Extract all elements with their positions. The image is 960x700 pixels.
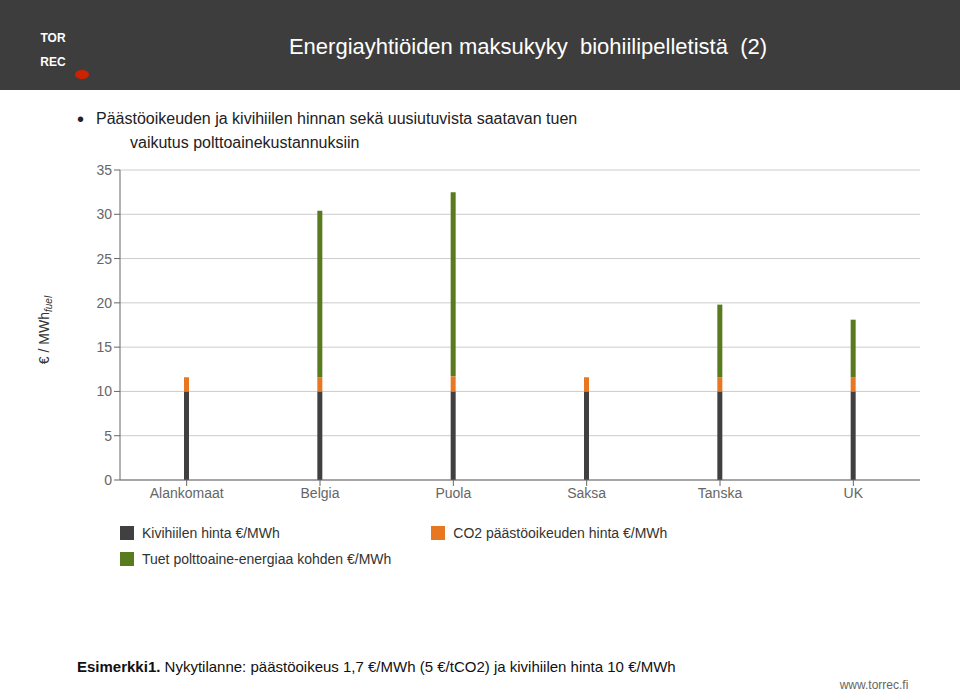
html-text:Esimerkki1. Nykytilanne: pääst: Esimerkki1. Nykytilanne: päästöoikeus 1,… — [77, 657, 676, 675]
html-text:Päästöoikeuden ja kivihiilen h: Päästöoikeuden ja kivihiilen hinnan sekä… — [96, 110, 578, 127]
html-text:fuel: fuel — [43, 295, 55, 312]
svg-text:20: 20 — [96, 295, 112, 311]
svg-text:UK: UK — [844, 485, 864, 501]
svg-text:0: 0 — [104, 472, 112, 488]
svg-text:Belgia: Belgia — [301, 485, 340, 501]
svg-text:Puola: Puola — [435, 485, 471, 501]
svg-text:Alankomaat: Alankomaat — [150, 485, 224, 501]
html-text:€ / MWh: € / MWh — [35, 312, 52, 365]
svg-text:25: 25 — [96, 251, 112, 267]
html-text:Kivihiilen hinta €/MWh: Kivihiilen hinta €/MWh — [142, 525, 280, 541]
html-text:TOR: TOR — [40, 31, 66, 45]
html-text:Energiayhtiöiden maksukyky bio: Energiayhtiöiden maksukyky biohiilipelle… — [288, 34, 768, 59]
html-text:Tuet polttoaine-energiaa kohde: Tuet polttoaine-energiaa kohden €/MWh — [142, 551, 392, 567]
svg-text:10: 10 — [96, 383, 112, 399]
html-text:REC: REC — [40, 55, 66, 69]
svg-text:30: 30 — [96, 206, 112, 222]
html-text:CO2 päästöoikeuden hinta €/MWh: CO2 päästöoikeuden hinta €/MWh — [453, 525, 668, 541]
svg-text:15: 15 — [96, 339, 112, 355]
html-text:vaikutus polttoainekustannuksi: vaikutus polttoainekustannuksiin — [130, 134, 360, 151]
html-text:www.torrec.fi: www.torrec.fi — [839, 678, 909, 692]
svg-text:Tanska: Tanska — [698, 485, 743, 501]
svg-text:Saksa: Saksa — [567, 485, 606, 501]
svg-text:5: 5 — [104, 428, 112, 444]
svg-text:35: 35 — [96, 162, 112, 178]
